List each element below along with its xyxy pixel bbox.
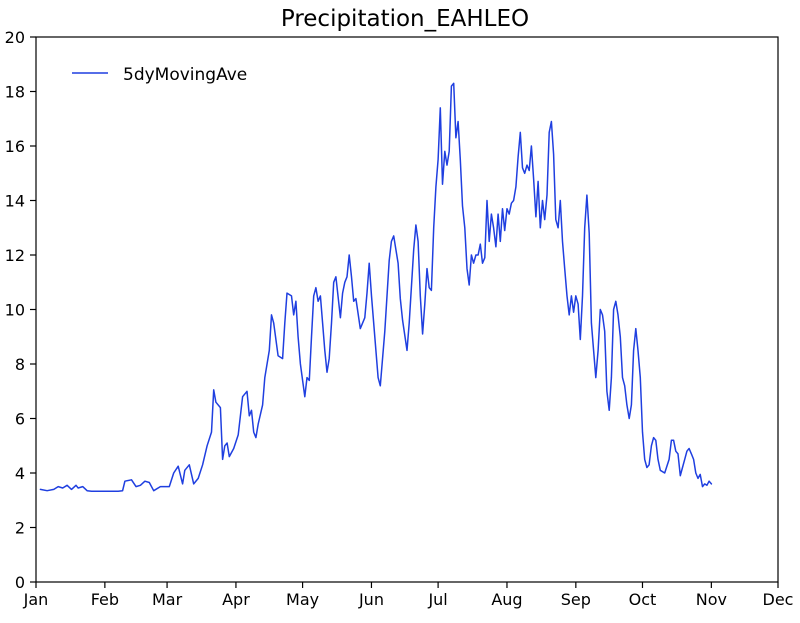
y-tick-label: 14 — [5, 192, 25, 211]
y-tick-label: 2 — [15, 519, 25, 538]
y-tick-label: 16 — [5, 137, 25, 156]
y-tick-label: 4 — [15, 464, 25, 483]
series-line — [39, 82, 713, 493]
axes-group: 0 2 4 6 8 10 12 14 16 18 20 Jan Feb Mar Apr May Jun Jul Au… — [5, 28, 794, 609]
legend: 5dyMovingAve — [72, 65, 247, 85]
x-tick-label: Oct — [629, 590, 657, 609]
legend-label: 5dyMovingAve — [123, 65, 247, 85]
y-tick-label: 20 — [5, 28, 25, 47]
y-tick-label: 6 — [15, 410, 25, 429]
chart-title: Precipitation_EAHLEO — [281, 6, 529, 32]
x-tick-label: Jan — [23, 590, 49, 609]
y-tick-label: 18 — [5, 83, 25, 102]
x-tick-label: Mar — [152, 590, 183, 609]
x-tick-label: Sep — [561, 590, 591, 609]
y-tick-label: 0 — [15, 573, 25, 592]
x-tick-label: Aug — [491, 590, 522, 609]
y-tick-label: 12 — [5, 246, 25, 265]
series-group — [39, 82, 713, 493]
plot-frame — [35, 36, 779, 583]
x-tick-label: Apr — [222, 590, 250, 609]
x-tick-label: Jul — [427, 590, 447, 609]
x-tick-label: Dec — [763, 590, 794, 609]
x-tick-label: May — [286, 590, 319, 609]
y-tick-label: 10 — [5, 301, 25, 320]
x-tick-label: Feb — [91, 590, 119, 609]
x-tick-label: Nov — [696, 590, 727, 609]
x-tick-label: Jun — [358, 590, 384, 609]
y-tick-label: 8 — [15, 355, 25, 374]
